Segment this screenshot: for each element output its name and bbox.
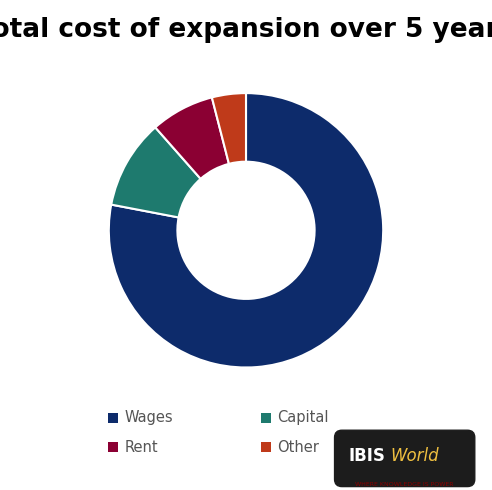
Wedge shape <box>111 127 201 218</box>
Text: World: World <box>390 447 439 465</box>
Text: Total cost of expansion over 5 years: Total cost of expansion over 5 years <box>0 17 492 43</box>
Text: IBIS: IBIS <box>348 447 385 465</box>
Text: Other: Other <box>277 440 319 455</box>
Wedge shape <box>155 98 229 179</box>
Text: Capital: Capital <box>277 411 329 425</box>
Text: Rent: Rent <box>124 440 158 455</box>
Wedge shape <box>212 93 246 164</box>
Wedge shape <box>109 93 383 368</box>
Text: WHERE KNOWLEDGE IS POWER: WHERE KNOWLEDGE IS POWER <box>355 482 454 487</box>
Text: Wages: Wages <box>124 411 173 425</box>
